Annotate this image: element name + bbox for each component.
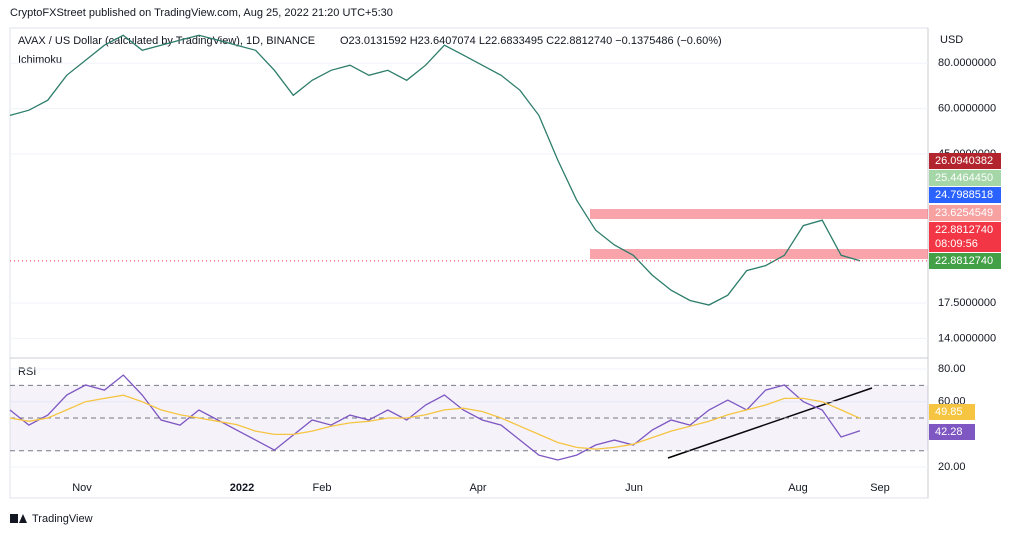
price-tag-label: 23.6254549 (935, 207, 993, 219)
logo: TradingView (10, 513, 93, 525)
footer-brand: TradingView (32, 513, 93, 525)
logo-mark (19, 514, 27, 523)
price-tag (929, 404, 975, 420)
price-tag (929, 222, 1001, 252)
x-tick-label: Apr (469, 482, 486, 494)
price-tag-label: 24.7988518 (935, 189, 993, 201)
x-tick-label: Sep (870, 482, 890, 494)
published-note: CryptoFXStreet published on TradingView.… (10, 7, 393, 19)
x-tick-label: Nov (72, 482, 92, 494)
series-line (9, 394, 861, 450)
price-tag-label: 49.85 (935, 406, 963, 418)
series-line (9, 34, 861, 306)
symbol-title: AVAX / US Dollar (calculated by TradingV… (18, 35, 315, 47)
price-tag (929, 170, 1001, 186)
price-tag-timer: 08:09:56 (935, 238, 978, 250)
price-tag-label: 22.8812740 (935, 255, 993, 267)
x-tick-label: Jun (625, 482, 643, 494)
y-tick-label: 14.0000000 (938, 332, 996, 344)
support-zone (590, 249, 928, 259)
ohlc: O23.0131592 H23.6407074 L22.6833495 C22.… (340, 35, 722, 47)
resistance-zone (590, 209, 928, 219)
trend-line (667, 387, 873, 459)
price-tag-label: 22.8812740 (935, 224, 993, 236)
price-tag-label: 25.4464450 (935, 172, 993, 184)
price-tag (929, 205, 1001, 221)
price-tag (929, 253, 1001, 269)
y-tick-label: 80.0000000 (938, 57, 996, 69)
series-line (9, 374, 861, 461)
price-tag (929, 424, 975, 440)
y-tick-label: 20.00 (938, 461, 966, 473)
x-tick-label: Feb (313, 482, 332, 494)
axis-label: USD (940, 34, 963, 46)
y-tick-label: 17.5000000 (938, 297, 996, 309)
price-tag-label: 42.28 (935, 426, 963, 438)
price-tag-label: 26.0940382 (935, 155, 993, 167)
y-tick-label: 60.0000000 (938, 103, 996, 115)
y-tick-label: 80.00 (938, 363, 966, 375)
price-tag (929, 153, 1001, 169)
x-tick-label: Aug (788, 482, 808, 494)
indicator-name: Ichimoku (18, 54, 62, 66)
rsi-title: RSI (18, 366, 36, 378)
logo-mark (10, 514, 18, 523)
price-tag (929, 187, 1001, 203)
x-tick-label: 2022 (230, 482, 254, 494)
